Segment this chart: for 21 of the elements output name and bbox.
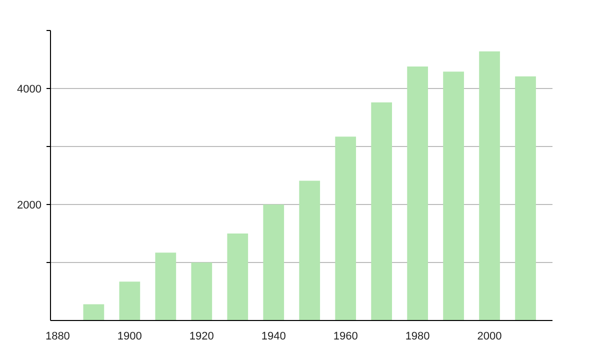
bar [335,136,356,320]
y-tick-label: 4000 [17,84,42,96]
bar [443,72,464,320]
x-tick-label: 1920 [189,330,214,342]
x-tick-label: 1940 [261,330,286,342]
x-tick-label: 2000 [477,330,502,342]
bar [515,76,536,320]
bar [479,51,500,320]
bar [83,304,104,320]
bar [119,282,140,320]
bar [263,204,284,320]
bar [407,66,428,320]
bar [155,252,176,320]
x-tick-label: 1900 [117,330,142,342]
x-tick-label: 1960 [333,330,358,342]
x-tick-label: 1980 [405,330,430,342]
x-tick-label: 1880 [45,330,70,342]
bar [299,180,320,320]
bar [191,262,212,320]
bar [371,102,392,320]
bar [227,234,248,320]
